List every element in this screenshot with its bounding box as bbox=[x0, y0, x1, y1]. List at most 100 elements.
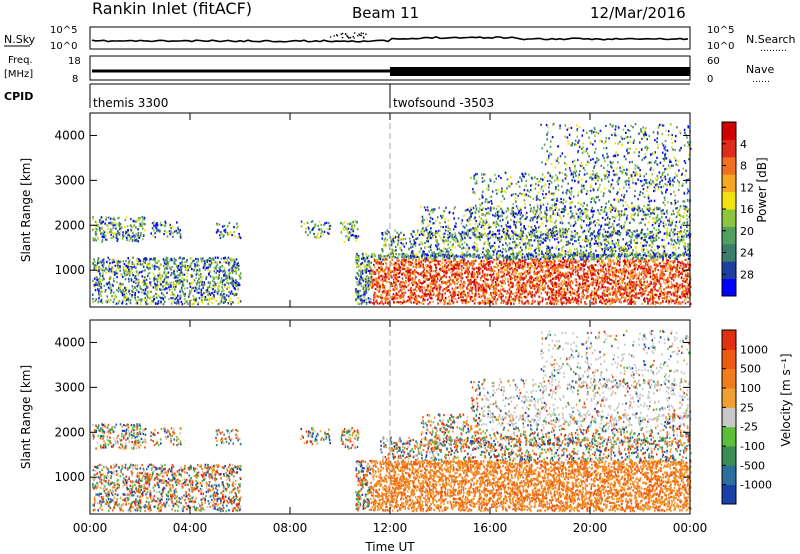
data-cell bbox=[592, 298, 595, 301]
data-cell bbox=[625, 291, 628, 294]
data-cell bbox=[370, 255, 373, 258]
data-cell bbox=[175, 279, 177, 282]
data-cell bbox=[195, 269, 198, 272]
data-cell bbox=[139, 302, 142, 306]
data-cell bbox=[645, 258, 647, 261]
data-cell bbox=[371, 253, 373, 256]
data-cell bbox=[198, 277, 200, 280]
noise-tick-bottom-right: 10^0 bbox=[707, 41, 734, 52]
data-cell bbox=[480, 296, 482, 299]
nave-dots: …… bbox=[752, 75, 770, 85]
data-cell bbox=[370, 273, 373, 276]
data-cell bbox=[578, 260, 580, 263]
data-cell bbox=[446, 269, 448, 272]
data-cell bbox=[381, 270, 384, 273]
data-cell bbox=[415, 271, 417, 274]
data-cell bbox=[672, 299, 674, 303]
data-cell bbox=[503, 274, 505, 277]
data-cell bbox=[584, 262, 587, 265]
data-cell bbox=[154, 282, 156, 285]
data-cell bbox=[514, 278, 516, 282]
data-cell bbox=[591, 271, 594, 274]
data-cell bbox=[384, 300, 387, 303]
data-cell bbox=[119, 222, 122, 226]
data-cell bbox=[485, 278, 488, 281]
data-cell bbox=[497, 271, 500, 274]
data-cell bbox=[372, 302, 374, 305]
data-cell bbox=[660, 269, 662, 272]
data-cell bbox=[630, 300, 633, 303]
data-cell bbox=[131, 235, 134, 238]
data-cell bbox=[651, 277, 654, 281]
data-cell bbox=[208, 297, 211, 300]
data-cell bbox=[594, 297, 596, 300]
data-cell bbox=[226, 287, 228, 290]
data-cell bbox=[150, 257, 152, 260]
data-cell bbox=[642, 289, 645, 292]
data-cell bbox=[107, 265, 110, 268]
data-cell bbox=[134, 298, 137, 302]
data-cell bbox=[135, 238, 138, 241]
data-cell bbox=[190, 291, 192, 294]
data-cell bbox=[134, 275, 137, 278]
data-cell bbox=[428, 269, 431, 272]
data-cell bbox=[420, 302, 423, 305]
data-cell bbox=[156, 286, 159, 289]
data-cell bbox=[585, 279, 588, 282]
data-cell bbox=[666, 269, 669, 272]
data-cell bbox=[584, 278, 587, 281]
data-cell bbox=[355, 254, 357, 257]
data-cell bbox=[357, 259, 360, 262]
data-cell bbox=[232, 283, 234, 286]
data-cell bbox=[682, 290, 685, 293]
data-cell bbox=[550, 279, 552, 282]
data-cell bbox=[197, 303, 199, 306]
data-cell bbox=[105, 300, 107, 303]
data-cell bbox=[565, 275, 568, 279]
data-cell bbox=[654, 301, 657, 304]
data-cell bbox=[208, 285, 211, 288]
data-cell bbox=[418, 264, 421, 267]
data-cell bbox=[128, 235, 131, 238]
data-cell bbox=[107, 299, 109, 302]
data-cell bbox=[376, 285, 379, 288]
data-cell bbox=[231, 276, 233, 279]
data-cell bbox=[464, 263, 466, 266]
data-cell bbox=[234, 282, 237, 285]
data-cell bbox=[198, 284, 201, 287]
data-cell bbox=[180, 269, 182, 272]
data-cell bbox=[429, 273, 432, 276]
data-cell bbox=[669, 260, 672, 263]
data-cell bbox=[233, 268, 236, 271]
data-cell bbox=[600, 270, 602, 273]
data-cell bbox=[671, 285, 673, 288]
data-cell bbox=[124, 289, 126, 292]
data-cell bbox=[659, 294, 662, 297]
data-cell bbox=[194, 266, 197, 269]
data-cell bbox=[365, 271, 367, 274]
data-cell bbox=[411, 277, 414, 280]
data-cell bbox=[627, 281, 629, 285]
data-cell bbox=[224, 300, 226, 303]
data-cell bbox=[511, 273, 513, 276]
data-cell bbox=[528, 283, 531, 286]
data-cell bbox=[374, 254, 376, 258]
data-cell bbox=[552, 277, 554, 280]
data-cell bbox=[515, 284, 517, 287]
data-cell bbox=[205, 267, 208, 270]
data-cell bbox=[608, 263, 611, 266]
data-cell bbox=[664, 282, 667, 285]
data-cell bbox=[104, 238, 107, 241]
data-cell bbox=[536, 257, 539, 260]
data-cell bbox=[554, 271, 557, 274]
data-cell bbox=[154, 262, 157, 265]
data-cell bbox=[375, 295, 378, 298]
data-cell bbox=[92, 297, 94, 300]
data-cell bbox=[368, 270, 371, 273]
data-cell bbox=[401, 281, 403, 284]
data-cell bbox=[534, 260, 537, 263]
data-cell bbox=[493, 297, 496, 300]
data-cell bbox=[629, 300, 631, 303]
data-cell bbox=[607, 281, 610, 284]
data-cell bbox=[176, 231, 179, 235]
